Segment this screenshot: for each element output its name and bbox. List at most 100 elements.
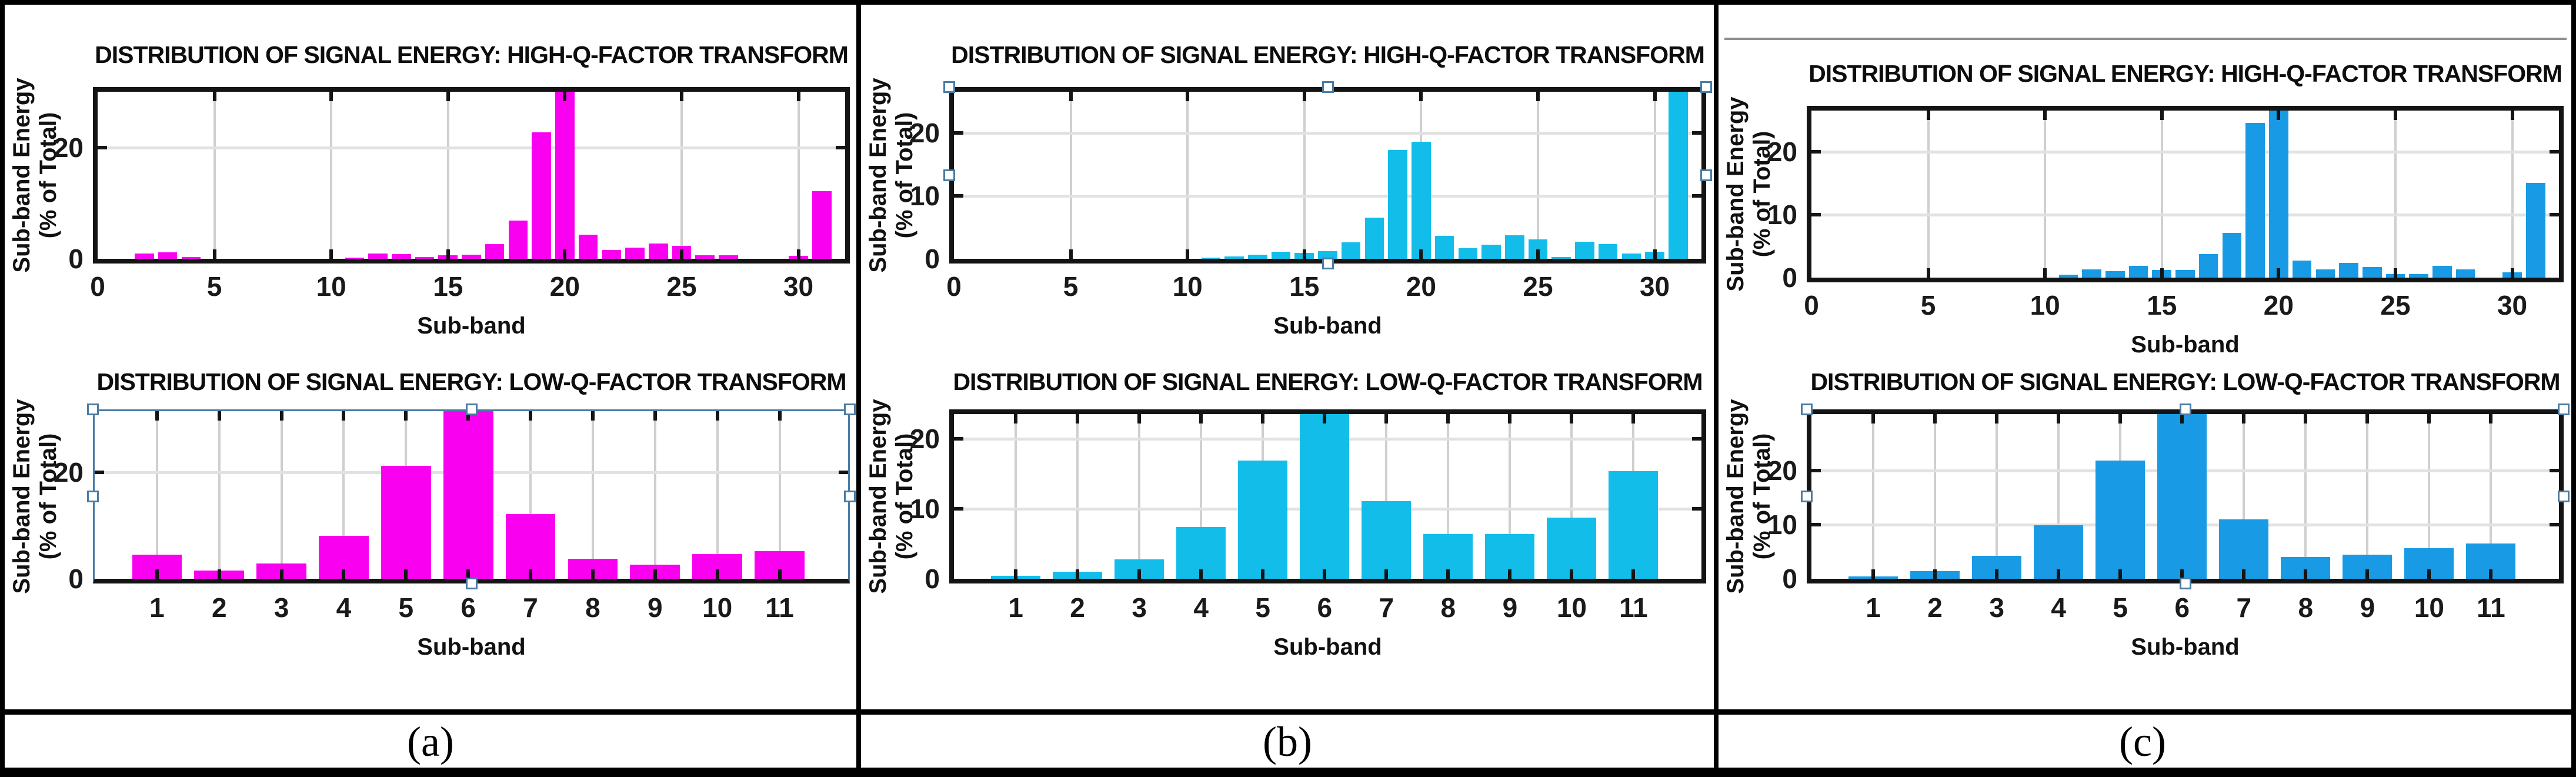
x-axis-tick-1 [155,569,159,579]
x-axis-tick-top-11 [1631,414,1636,423]
x-axis-tick-top-4 [342,411,346,421]
bar-subband-27 [719,255,738,259]
x-axis-tick-top-25 [2393,111,2397,120]
chart-title-a-high: DISTRIBUTION OF SIGNAL ENERGY: HIGH-Q-FA… [95,41,849,68]
x-axis-tick-top-20 [1419,92,1423,101]
y-tick-label-0: 0 [1782,262,1797,293]
x-axis-tick-top-5 [1261,414,1265,423]
y-gridline-10 [1811,213,2559,216]
selection-handle-b-high-5[interactable] [1322,258,1334,269]
x-axis-tick-top-9 [1508,414,1512,423]
x-axis-tick-top-2 [1076,414,1080,423]
x-gridline-3 [1996,414,1998,579]
y-gridline-10 [954,194,1701,198]
x-axis-tick-top-3 [279,411,283,421]
x-axis-tick-top-8 [590,411,595,421]
selection-handle-b-high-0[interactable] [943,81,955,93]
x-axis-tick-top-25 [1536,92,1540,101]
x-tick-label-5: 5 [1255,592,1270,623]
selection-handle-b-high-4[interactable] [1700,169,1712,181]
x-gridline-30 [1653,92,1656,259]
selection-handle-c-low-5[interactable] [2179,578,2191,589]
plot-axes-c-high [1807,106,2564,282]
x-axis-tick-10 [2427,569,2431,579]
selection-handle-b-high-1[interactable] [1322,81,1334,93]
bar-subband-26 [695,255,715,259]
chart-title-a-low: DISTRIBUTION OF SIGNAL ENERGY: LOW-Q-FAC… [96,368,846,395]
x-tick-label-10: 10 [702,592,733,623]
x-tick-label-9: 9 [1502,592,1518,623]
y-axis-tick-right-20 [836,145,845,149]
x-gridline-9 [1509,414,1511,579]
x-axis-tick-top-11 [778,411,782,421]
x-axis-tick-5 [1926,268,1930,278]
x-tick-label-8: 8 [2298,592,2314,623]
bar-subband-26 [2409,274,2428,278]
selection-handle-a-low-1[interactable] [465,403,478,415]
bar-subband-12 [2082,269,2101,278]
selection-handle-c-low-3[interactable] [1801,491,1813,502]
y-axis-tick-20 [98,145,107,149]
x-axis-tick-3 [1995,569,1999,579]
x-tick-label-10: 10 [1172,271,1203,302]
x-axis-tick-top-15 [1302,92,1306,101]
selection-handle-b-high-3[interactable] [943,169,955,181]
panel-divider-1 [856,5,861,768]
bar-subband-21 [1434,236,1454,259]
selection-handle-c-low-1[interactable] [2179,403,2191,415]
bar-subband-31 [1668,92,1688,259]
chart-title-b-low: DISTRIBUTION OF SIGNAL ENERGY: LOW-Q-FAC… [953,368,1703,395]
x-tick-label-7: 7 [1379,592,1394,623]
selection-handle-b-high-2[interactable] [1700,81,1712,93]
x-axis-tick-top-6 [1323,414,1327,423]
x-axis-tick-top-5 [1926,111,1930,120]
x-axis-tick-top-30 [796,92,800,101]
selection-handle-a-low-2[interactable] [844,403,856,415]
bar-subband-14 [1271,251,1291,259]
x-gridline-9 [653,411,656,579]
x-axis-tick-top-9 [2365,414,2370,423]
x-axis-tick-20 [2277,268,2281,278]
bar-subband-18 [2222,232,2242,278]
x-axis-tick-top-5 [212,92,216,101]
selection-handle-c-low-2[interactable] [2558,403,2570,415]
selection-handle-a-low-5[interactable] [465,578,478,589]
x-axis-tick-top-5 [404,411,408,421]
bar-subband-28 [1598,244,1618,259]
selection-handle-a-low-0[interactable] [87,403,99,415]
x-axis-tick-top-6 [466,411,471,421]
y-axis-tick-right-10 [2550,212,2559,216]
x-axis-tick-7 [529,569,533,579]
x-axis-tick-1 [1014,569,1018,579]
bar-subband-21 [2292,261,2312,278]
x-tick-label-6: 6 [461,592,476,623]
x-axis-tick-3 [279,569,283,579]
bar-subband-11 [1201,257,1221,259]
selection-handle-c-low-0[interactable] [1801,403,1813,415]
y-axis-tick-20 [1811,469,1821,473]
x-tick-label-3: 3 [1132,592,1147,623]
bar-subband-18 [1364,218,1384,259]
x-gridline-7 [1385,414,1388,579]
y-axis-tick-right-20 [839,471,848,475]
x-axis-tick-30 [796,249,800,259]
bar-subband-31 [2525,183,2545,278]
bar-subband-24 [2362,266,2382,278]
x-tick-label-2: 2 [1927,592,1943,623]
y-axis-tick-20 [954,131,963,135]
x-tick-label-11: 11 [1619,592,1648,623]
bar-subband-22 [1458,248,1478,259]
bar-subband-6 [2157,414,2207,579]
selection-handle-a-low-4[interactable] [844,491,856,502]
y-tick-label-10: 10 [909,493,940,524]
selection-handle-c-low-4[interactable] [2558,491,2570,502]
bar-subband-16 [2175,270,2195,278]
x-tick-label-4: 4 [1193,592,1209,623]
x-axis-tick-15 [1302,249,1306,259]
x-axis-tick-top-1 [1871,414,1876,423]
x-axis-tick-3 [1137,569,1142,579]
x-gridline-3 [1138,414,1141,579]
selection-handle-a-low-3[interactable] [87,491,99,502]
y-tick-label-20: 20 [53,457,84,488]
